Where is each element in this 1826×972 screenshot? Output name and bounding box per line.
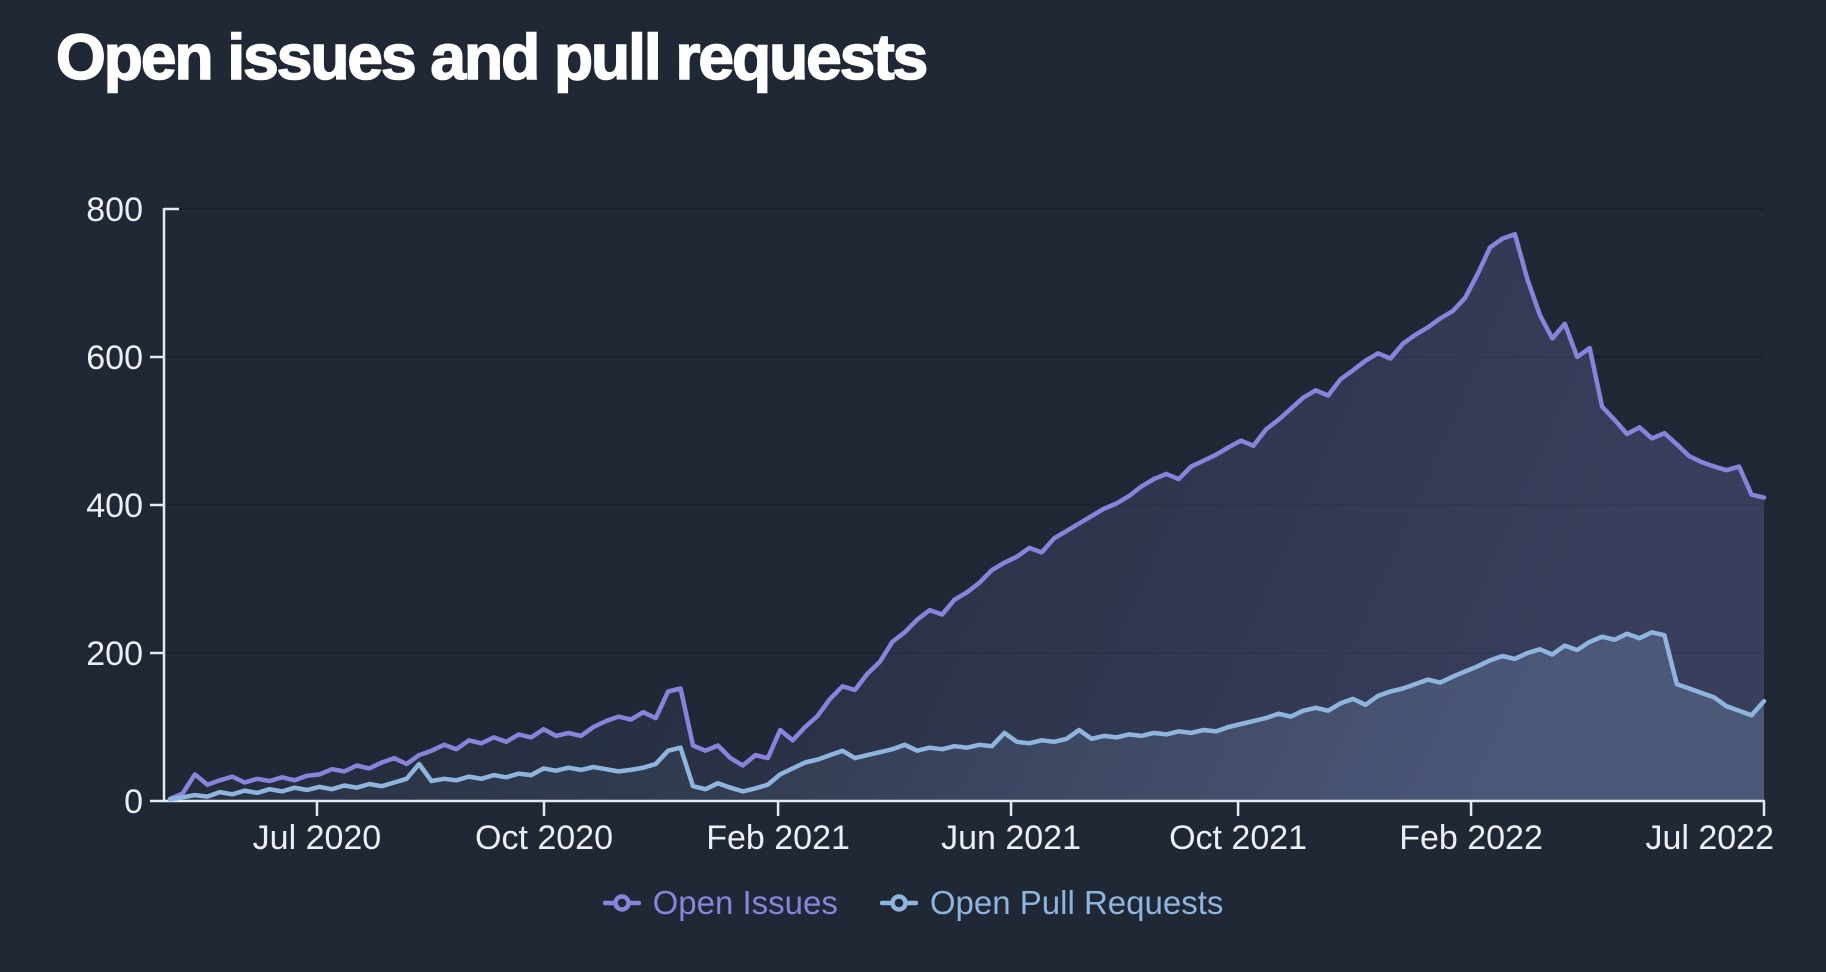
legend-item-open-pull-requests[interactable]: Open Pull Requests xyxy=(879,884,1224,922)
x-tick-label-1: Oct 2020 xyxy=(475,819,613,857)
open-pull-requests-area xyxy=(170,632,1764,801)
x-tick-label-6: Jul 2022 xyxy=(1645,819,1774,857)
x-tick-label-4: Oct 2021 xyxy=(1169,819,1307,857)
x-tick-label-2: Feb 2021 xyxy=(706,819,850,857)
legend-item-open-issues[interactable]: Open Issues xyxy=(602,884,838,922)
open-pull-requests-legend-label: Open Pull Requests xyxy=(929,884,1224,921)
x-tick-label-0: Jul 2020 xyxy=(253,819,382,857)
x-tick-label-3: Jun 2021 xyxy=(941,819,1081,857)
y-tick-label-600: 600 xyxy=(86,339,143,377)
legend-marker-circle xyxy=(612,894,631,912)
open-issues-line[interactable] xyxy=(167,231,1767,802)
legend-marker-circle xyxy=(890,894,908,912)
legend: Open Issues Open Pull Requests xyxy=(0,884,1826,922)
y-tick-label-200: 200 xyxy=(86,635,143,673)
y-tick-label-0: 0 xyxy=(124,783,143,821)
y-tick-label-400: 400 xyxy=(86,487,143,525)
open-issues-legend-marker-icon xyxy=(602,894,641,912)
open-issues-legend-label: Open Issues xyxy=(652,884,838,921)
open-pull-requests-legend-marker-icon xyxy=(879,894,918,912)
chart-title: Open issues and pull requests xyxy=(55,20,929,94)
x-tick-label-5: Feb 2022 xyxy=(1399,819,1543,857)
open-pull-requests-line[interactable] xyxy=(167,630,1767,802)
y-tick-label-800: 800 xyxy=(86,191,143,229)
open-issues-area xyxy=(170,234,1764,801)
